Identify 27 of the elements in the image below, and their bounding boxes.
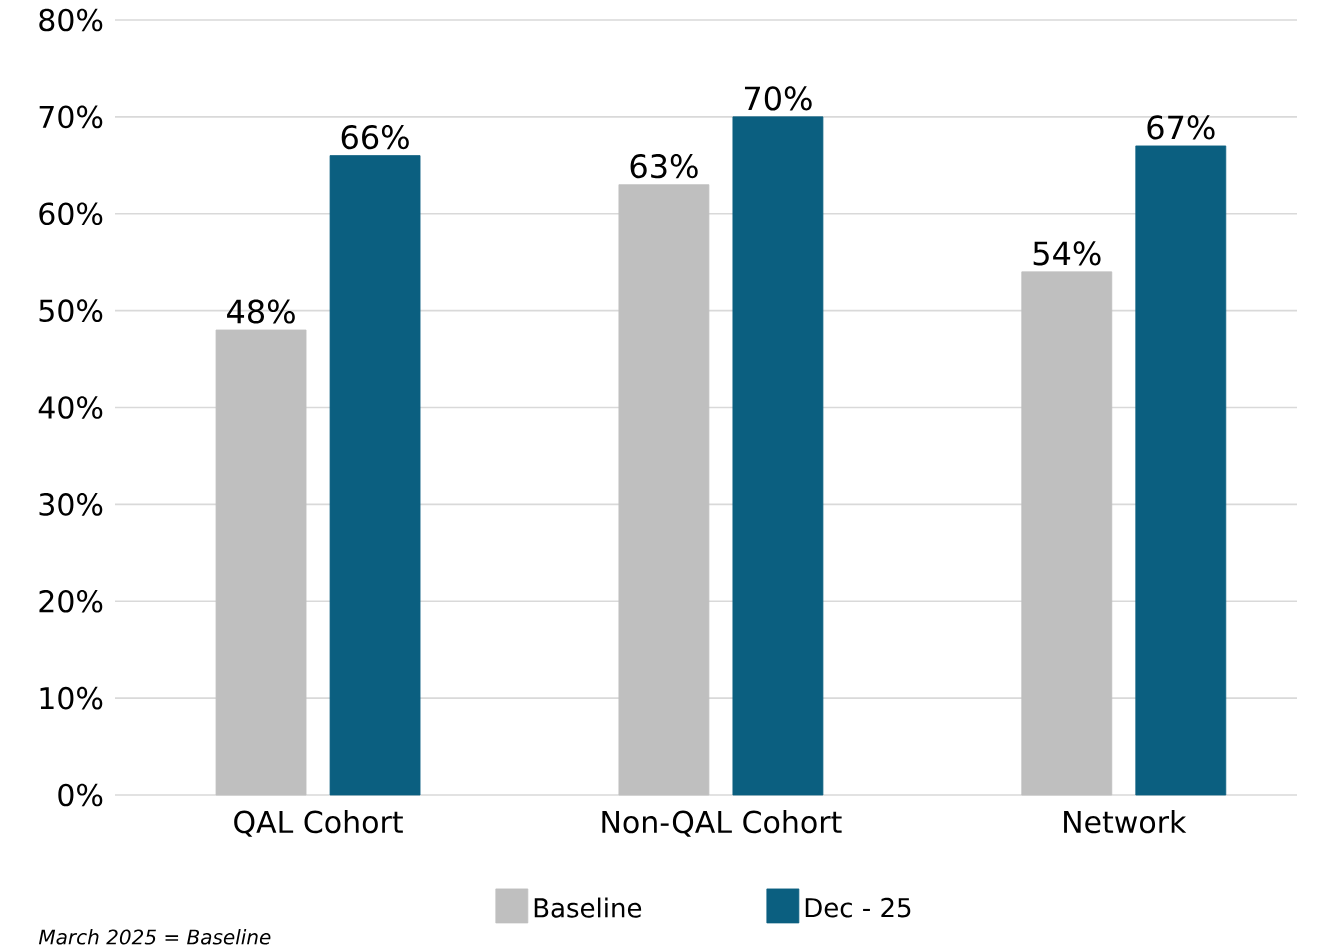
y-tick-label: 0% [58,783,103,807]
data-label: 66% [341,125,409,150]
y-tick-label: 10% [40,686,103,710]
bar [329,155,421,796]
x-tick-label: Network [1064,810,1187,834]
data-label: 54% [1033,241,1101,266]
bar [732,116,824,796]
data-label: 48% [227,299,295,324]
bar [1135,145,1227,796]
y-tick-label: 30% [39,493,103,516]
text: March 2025 = Baseline [38,929,271,945]
data-label: 63% [630,154,698,179]
data-label: 67% [1147,115,1215,140]
x-tick-label: QAL Cohort [234,810,403,837]
bar [215,329,307,796]
y-tick-label: 70% [39,105,103,129]
y-tick-label: 40% [38,396,103,419]
legend-label: Baseline [534,897,642,918]
y-tick-label: 50% [39,299,103,322]
legend-label: Dec - 25 [805,897,911,918]
bar [618,184,710,796]
y-tick-label: 20% [39,589,103,613]
data-label: 70% [744,86,812,111]
y-tick-label: 60% [39,202,103,226]
y-tick-label: 80% [39,8,103,32]
bar [1021,271,1113,796]
x-tick-label: Non-QAL Cohort [602,810,842,837]
